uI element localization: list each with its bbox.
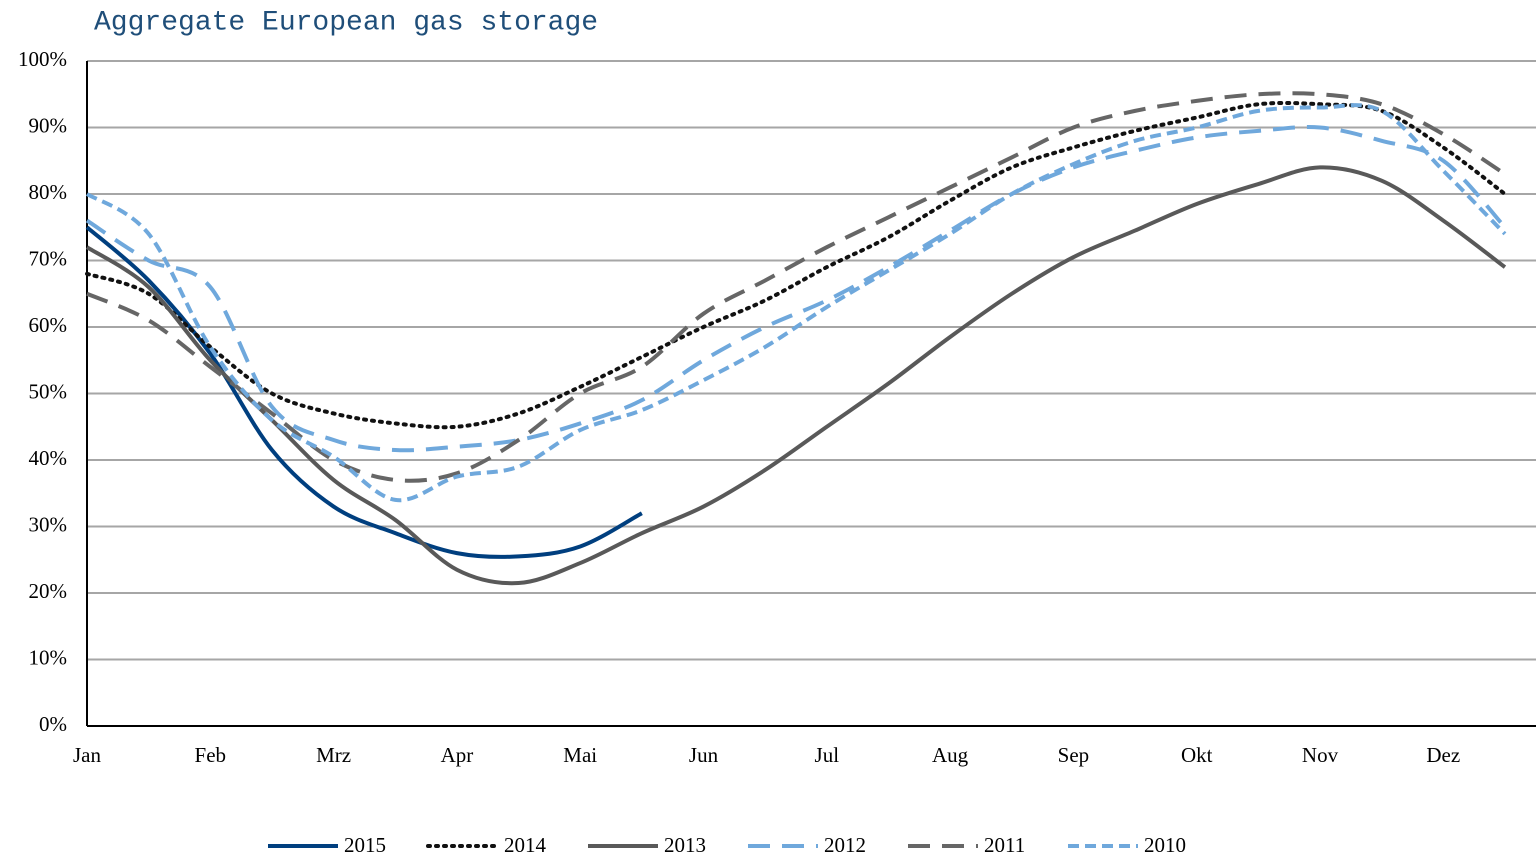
chart-title: Aggregate European gas storage (94, 7, 598, 38)
series-line (85, 100, 1507, 430)
x-tick-label: Feb (195, 743, 227, 767)
series-line (86, 91, 1507, 483)
y-tick-label: 80% (29, 180, 68, 204)
x-tick-label: Sep (1058, 743, 1090, 767)
x-tick-label: Okt (1181, 743, 1213, 767)
x-tick-label: Jun (689, 743, 719, 767)
series-line (85, 225, 643, 559)
y-tick-label: 50% (29, 379, 68, 403)
legend-label: 2014 (504, 833, 547, 857)
x-tick-label: Mai (563, 743, 597, 767)
x-tick-label: Apr (441, 743, 474, 767)
series-line (85, 125, 1507, 453)
y-tick-label: 20% (29, 579, 68, 603)
x-tick-label: Mrz (316, 743, 351, 767)
series-line (85, 103, 1507, 503)
y-tick-label: 90% (29, 113, 68, 137)
x-tick-label: Dez (1426, 743, 1460, 767)
y-tick-label: 10% (29, 645, 68, 669)
y-tick-label: 30% (29, 512, 68, 536)
y-tick-label: 0% (39, 712, 67, 736)
legend-label: 2012 (824, 833, 866, 857)
x-tick-label: Jul (815, 743, 840, 767)
legend-label: 2015 (344, 833, 386, 857)
x-tick-label: Jan (73, 743, 101, 767)
legend-label: 2010 (1144, 833, 1186, 857)
y-tick-label: 60% (29, 313, 68, 337)
y-tick-label: 70% (29, 246, 68, 270)
x-tick-label: Aug (932, 743, 969, 767)
series-line (85, 165, 1507, 586)
y-tick-label: 100% (18, 47, 67, 71)
legend-label: 2011 (984, 833, 1025, 857)
y-tick-label: 40% (29, 446, 68, 470)
legend-label: 2013 (664, 833, 706, 857)
x-tick-label: Nov (1302, 743, 1339, 767)
